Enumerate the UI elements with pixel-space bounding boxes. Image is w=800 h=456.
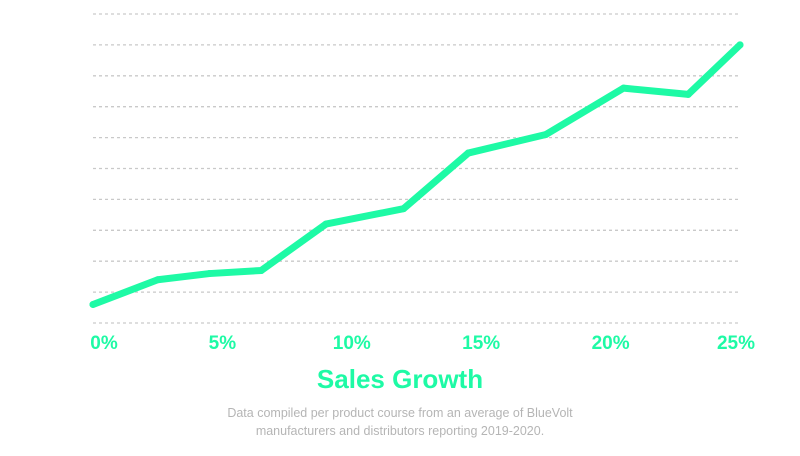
data-point [684,90,692,98]
x-tick-label: 15% [462,333,500,354]
x-axis-ticks: 0% 5% 10% 15% 20% 25% [90,333,755,354]
x-tick-label: 5% [209,333,237,354]
chart-title: Sales Growth [316,364,484,394]
chart-caption: Data compiled per product course from an… [227,406,573,438]
data-point [205,270,213,278]
x-tick-label: 0% [90,333,118,354]
data-point [736,41,744,49]
data-point [542,131,550,139]
x-tick-label: 10% [333,333,371,354]
data-point [154,276,162,284]
sales-growth-line [89,41,744,308]
x-tick-label: 25% [717,333,755,354]
series-layer [89,41,744,308]
data-point [322,220,330,228]
x-tick-label: 20% [592,333,630,354]
data-point [89,300,97,308]
data-point [464,149,472,157]
data-point [620,84,628,92]
data-point [257,266,265,274]
data-point [400,205,408,213]
